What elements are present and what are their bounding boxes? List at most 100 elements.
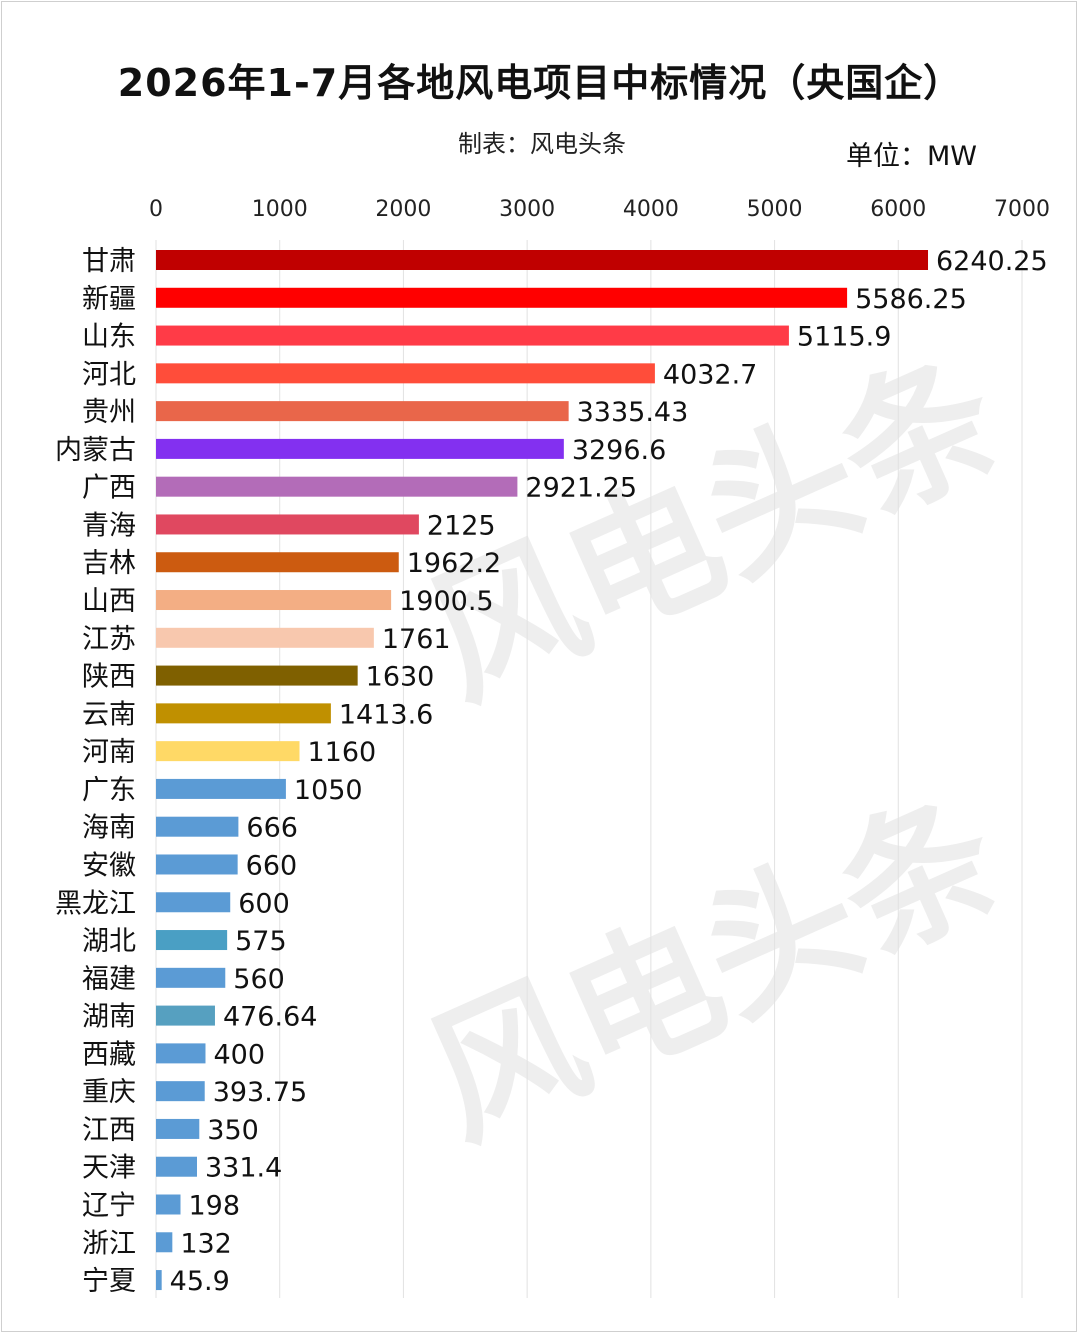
bar (156, 778, 286, 799)
value-label: 660 (246, 850, 298, 881)
category-label: 新疆 (82, 284, 136, 315)
category-label: 宁夏 (82, 1266, 136, 1297)
bars (156, 250, 929, 1291)
bar (156, 476, 518, 497)
x-tick-label: 2000 (375, 197, 431, 222)
category-label: 吉林 (82, 548, 136, 579)
category-labels: 甘肃新疆山东河北贵州内蒙古广西青海吉林山西江苏陕西云南河南广东海南安徽黑龙江湖北… (55, 246, 136, 1297)
value-label: 132 (180, 1228, 232, 1259)
value-label: 2921.25 (525, 473, 637, 504)
bar (156, 438, 564, 459)
category-label: 湖北 (82, 926, 136, 957)
bar (156, 250, 929, 270)
category-label: 安徽 (82, 850, 136, 881)
bar (156, 854, 238, 875)
value-label: 1630 (366, 662, 435, 693)
chart-title: 2026年1-7月各地风电项目中标情况（央国企） (117, 61, 963, 105)
bar (156, 1156, 197, 1177)
value-label: 3296.6 (572, 435, 666, 466)
x-tick-label: 6000 (870, 197, 926, 222)
bar (156, 325, 789, 346)
value-label: 476.64 (223, 1002, 317, 1033)
x-tick-label: 0 (149, 197, 163, 222)
value-label: 1160 (308, 737, 377, 768)
value-label: 575 (235, 926, 287, 957)
bar (156, 1005, 215, 1026)
bar (156, 514, 419, 535)
category-label: 广东 (82, 775, 136, 806)
category-label: 浙江 (82, 1228, 136, 1259)
value-label: 1900.5 (399, 586, 493, 617)
category-label: 山东 (82, 322, 136, 353)
value-label: 198 (188, 1191, 240, 1222)
bar (156, 930, 228, 951)
value-label: 2125 (427, 510, 496, 541)
bar (156, 363, 655, 384)
value-label: 5586.25 (855, 284, 967, 315)
value-label: 400 (213, 1039, 265, 1070)
x-tick-label: 4000 (623, 197, 679, 222)
value-label: 1413.6 (339, 699, 433, 730)
category-label: 陕西 (82, 662, 136, 693)
x-tick-label: 1000 (252, 197, 308, 222)
category-label: 湖南 (82, 1002, 136, 1033)
category-label: 福建 (82, 964, 136, 995)
bar (156, 627, 374, 648)
value-label: 1761 (382, 624, 451, 655)
x-axis-ticks: 0 1000 2000 3000 4000 5000 6000 7000 (149, 197, 1050, 222)
bar (156, 741, 300, 762)
category-label: 广西 (82, 473, 136, 504)
bar (156, 816, 239, 837)
category-label: 云南 (82, 699, 136, 730)
x-tick-label: 7000 (994, 197, 1050, 222)
category-label: 江西 (82, 1115, 136, 1146)
bar (156, 401, 569, 422)
value-label: 5115.9 (797, 322, 891, 353)
category-label: 青海 (82, 510, 136, 541)
value-label: 600 (238, 888, 290, 919)
chart-unit-label: 单位：MW (846, 141, 977, 172)
bar (156, 1118, 200, 1139)
bar (156, 967, 226, 988)
category-label: 黑龙江 (55, 888, 136, 919)
category-label: 天津 (82, 1153, 136, 1184)
bar (156, 703, 331, 724)
bar (156, 287, 848, 308)
category-label: 内蒙古 (55, 435, 136, 466)
category-label: 河北 (82, 359, 136, 390)
category-label: 海南 (82, 813, 136, 844)
value-label: 393.75 (213, 1077, 307, 1108)
value-label: 1050 (294, 775, 363, 806)
bar (156, 1081, 205, 1102)
bar (156, 552, 399, 573)
category-label: 贵州 (82, 397, 136, 428)
value-label: 3335.43 (577, 397, 689, 428)
category-label: 辽宁 (82, 1191, 136, 1222)
value-label: 331.4 (205, 1153, 282, 1184)
x-tick-label: 5000 (747, 197, 803, 222)
category-label: 重庆 (82, 1077, 136, 1108)
value-label: 560 (233, 964, 285, 995)
x-tick-label: 3000 (499, 197, 555, 222)
value-label: 6240.25 (936, 246, 1048, 277)
bar (156, 892, 231, 913)
bar (156, 1194, 181, 1215)
value-label: 4032.7 (663, 359, 757, 390)
value-label: 350 (207, 1115, 259, 1146)
bar (156, 1232, 173, 1253)
value-label: 1962.2 (407, 548, 501, 579)
category-label: 西藏 (82, 1039, 136, 1070)
category-label: 山西 (82, 586, 136, 617)
value-labels: 6240.25 5586.25 5115.9 4032.7 3335.43 3296.6 2… (170, 246, 1048, 1297)
bar (156, 665, 358, 686)
value-label: 45.9 (170, 1266, 230, 1297)
bar (156, 1043, 206, 1064)
bar (156, 1270, 162, 1291)
category-label: 河南 (82, 737, 136, 768)
bar (156, 590, 392, 611)
category-label: 江苏 (82, 624, 136, 655)
value-label: 666 (246, 813, 298, 844)
chart-maker-note: 制表：风电头条 (458, 130, 626, 158)
